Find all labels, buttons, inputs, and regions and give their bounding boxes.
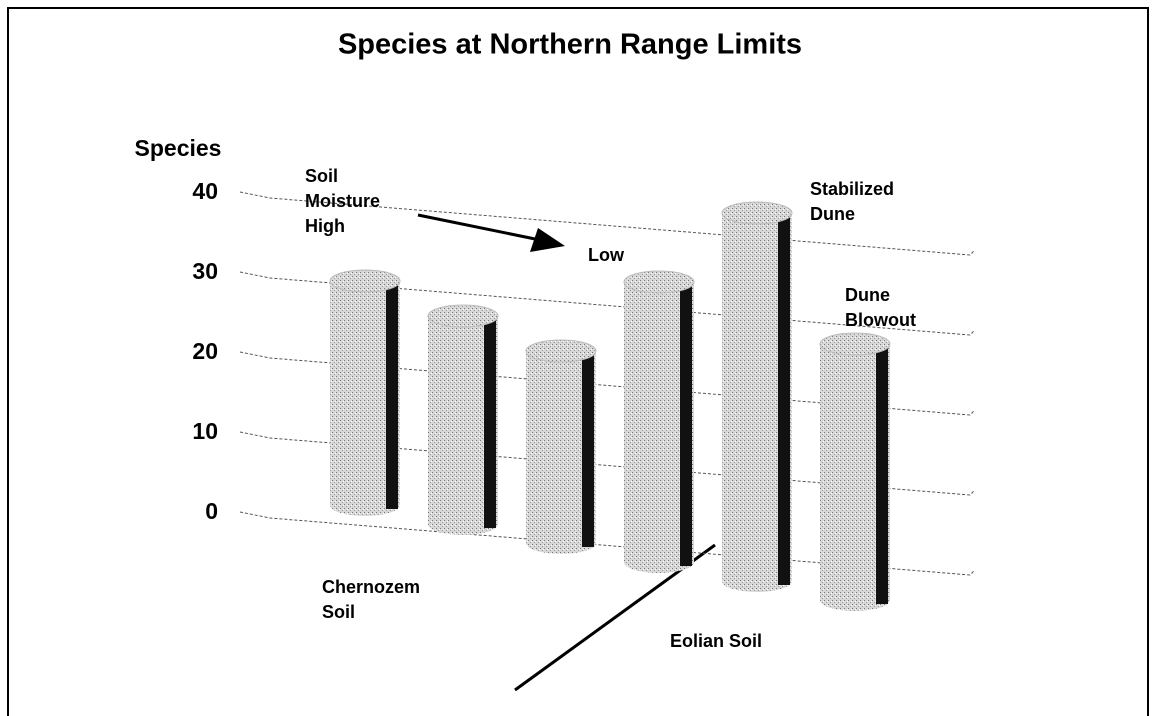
grid-line (239, 271, 976, 336)
y-tick-label: 20 (192, 338, 218, 364)
annotation: Stabilized (810, 179, 894, 199)
annotation: Soil (305, 166, 338, 186)
bar-top (525, 339, 597, 363)
bar-top (427, 304, 499, 328)
bar-bottom (526, 532, 596, 554)
y-tick-label: 40 (192, 178, 218, 204)
annotation: Dune (845, 285, 890, 305)
arrow-head (530, 228, 565, 252)
y-tick-label: 0 (205, 498, 218, 524)
bar-top (721, 201, 793, 225)
bar-shade (680, 282, 692, 566)
arrow (417, 213, 541, 242)
annotation: Dune (810, 204, 855, 224)
bar-shade (484, 316, 496, 528)
bar-shade (876, 344, 888, 604)
annotation: High (305, 216, 345, 236)
annotation: Low (588, 245, 625, 265)
annotation: Soil (322, 602, 355, 622)
bar-shade (582, 351, 594, 547)
bar-shade (778, 213, 790, 585)
grid-line (239, 511, 976, 576)
grid-line (239, 191, 976, 256)
bar-shade (386, 281, 398, 509)
annotation: Blowout (845, 310, 916, 330)
bar-bottom (820, 589, 890, 611)
bar-top (819, 332, 891, 356)
bar-bottom (722, 570, 792, 592)
y-tick-label: 10 (192, 418, 218, 444)
bar-top (623, 270, 695, 294)
grid-line (239, 431, 976, 496)
annotation: Moisture (305, 191, 380, 211)
bar-bottom (428, 513, 498, 535)
annotation: Chernozem (322, 577, 420, 597)
annotation: Eolian Soil (670, 631, 762, 651)
bar-bottom (624, 551, 694, 573)
bar-top (329, 269, 401, 293)
bar-bottom (330, 494, 400, 516)
y-axis-label: Species (135, 135, 222, 161)
chart-title: Species at Northern Range Limits (338, 29, 802, 61)
grid-line (239, 351, 976, 416)
frame (7, 7, 1149, 716)
y-tick-label: 30 (192, 258, 218, 284)
